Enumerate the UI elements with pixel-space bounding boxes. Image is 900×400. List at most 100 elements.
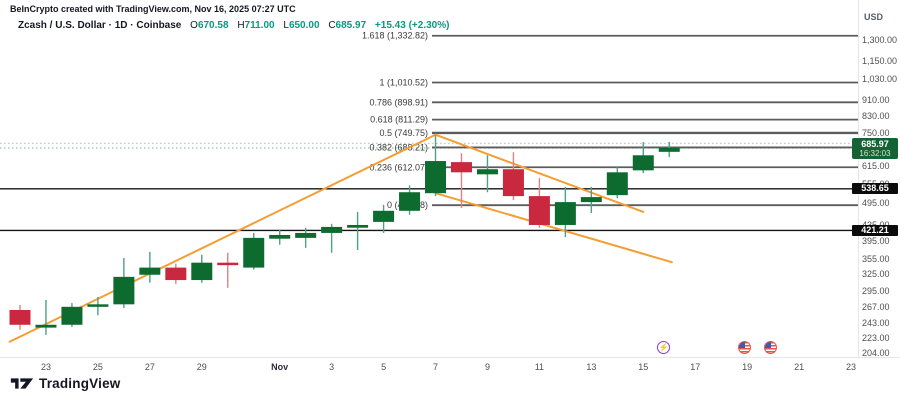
price-tick-label: 1,030.00 <box>862 74 898 85</box>
candle-nov-12[interactable] <box>554 186 576 238</box>
price-tick-label: 1,300.00 <box>862 34 898 45</box>
low-value: 650.00 <box>288 20 320 31</box>
time-tick-label: 27 <box>144 362 155 372</box>
price-tick-label: 750.00 <box>862 127 890 138</box>
candle-nov-7[interactable] <box>425 135 447 197</box>
level-price-badge: 421.21 <box>852 224 898 236</box>
time-tick-label: 25 <box>92 362 103 372</box>
candle-nov-4[interactable] <box>347 211 369 251</box>
price-tick-label: 223.00 <box>862 332 890 343</box>
tradingview-logo[interactable]: TradingView <box>10 376 120 391</box>
candle-body <box>113 276 135 305</box>
price-tick-label: 295.00 <box>862 285 890 296</box>
candle-oct-22[interactable] <box>9 304 31 330</box>
candle-body <box>87 304 109 307</box>
symbol-legend[interactable]: Zcash / U.S. Dollar · 1D · Coinbase O670… <box>18 20 449 31</box>
candle-body <box>373 210 395 222</box>
fib-label: 0.5 (749.75) <box>379 128 428 138</box>
time-tick-label: 5 <box>381 362 387 372</box>
candle-body <box>347 224 369 228</box>
price-tick-label: 325.00 <box>862 269 890 280</box>
trendline-descending-resistance-upper[interactable] <box>434 133 645 213</box>
candle-oct-29[interactable] <box>191 254 213 283</box>
fib-label: 0.236 (612.07) <box>369 162 428 172</box>
candle-nov-9[interactable] <box>476 155 498 193</box>
tradingview-logo-icon <box>10 378 34 389</box>
fib-label: 0.618 (811.29) <box>370 115 428 125</box>
candle-body <box>450 162 472 173</box>
candle-nov-13[interactable] <box>580 186 602 213</box>
time-tick-label: 23 <box>40 362 51 372</box>
candle-nov-3[interactable] <box>321 223 343 253</box>
time-tick-label: Nov <box>271 362 289 372</box>
us-economic-event-icon[interactable] <box>763 341 777 354</box>
time-tick-label: 7 <box>433 362 439 372</box>
open-label: O <box>190 20 198 31</box>
candle-body <box>9 310 31 325</box>
candle-nov-8[interactable] <box>450 153 472 208</box>
close-label: C <box>328 20 336 31</box>
close-value: 685.97 <box>335 20 367 31</box>
candle-body <box>321 226 343 233</box>
price-tick-label: 495.00 <box>862 198 890 209</box>
candle-oct-28[interactable] <box>165 263 187 284</box>
candle-nov-2[interactable] <box>295 227 317 248</box>
candle-oct-24[interactable] <box>61 303 83 327</box>
trendline-descending-resistance-lower[interactable] <box>434 192 673 264</box>
time-tick-label: 23 <box>846 362 857 372</box>
price-tick-label: 910.00 <box>862 95 890 106</box>
credit-line: BeInCrypto created with TradingView.com,… <box>10 4 296 14</box>
time-tick-label: 21 <box>794 362 805 372</box>
candle-body <box>476 169 498 175</box>
candle-body <box>295 232 317 238</box>
candle-nov-15[interactable] <box>632 142 654 174</box>
candle-oct-30[interactable] <box>217 252 239 288</box>
candle-body <box>554 202 576 225</box>
price-tick-label: 1,150.00 <box>862 55 898 66</box>
price-tick-label: 243.00 <box>862 318 890 329</box>
candle-nov-11[interactable] <box>528 178 550 228</box>
symbol-title[interactable]: Zcash / U.S. Dollar · 1D · Coinbase <box>18 20 182 31</box>
candle-body <box>165 267 187 281</box>
time-axis-border <box>0 357 900 358</box>
low-label: L <box>283 20 289 31</box>
candle-oct-31[interactable] <box>243 232 265 270</box>
candle-oct-27[interactable] <box>139 251 161 283</box>
candle-body <box>606 172 628 196</box>
candle-body <box>61 306 83 325</box>
time-tick-label: 9 <box>484 362 490 372</box>
time-tick-label: 29 <box>196 362 207 372</box>
open-value: 670.58 <box>197 20 229 31</box>
crypto-fork-event-icon[interactable]: ⚡ <box>657 341 671 354</box>
candle-nov-16[interactable] <box>658 141 680 158</box>
candle-body <box>425 161 447 194</box>
candle-body <box>243 237 265 268</box>
time-tick-label: 13 <box>586 362 597 372</box>
candle-nov-14[interactable] <box>606 167 628 199</box>
candle-nov-5[interactable] <box>373 204 395 233</box>
candle-body <box>528 196 550 225</box>
candle-nov-6[interactable] <box>399 185 421 215</box>
time-tick-label: 11 <box>534 362 545 372</box>
candle-nov-10[interactable] <box>502 152 524 201</box>
us-economic-event-icon[interactable] <box>737 341 751 354</box>
candle-oct-26[interactable] <box>113 257 135 309</box>
fib-label: 1 (1,010.52) <box>379 78 428 88</box>
price-tick-label: 615.00 <box>862 161 890 172</box>
fib-label: 0.382 (688.21) <box>369 142 428 152</box>
candle-nov-1[interactable] <box>269 229 291 245</box>
time-tick-label: 17 <box>690 362 701 372</box>
candle-body <box>399 192 421 211</box>
candle-oct-25[interactable] <box>87 297 109 316</box>
time-tick-label: 15 <box>638 362 649 372</box>
candle-body <box>217 262 239 266</box>
price-tick-label: 204.00 <box>862 347 890 358</box>
last-price-badge: 685.97 16:32:03 <box>852 137 898 159</box>
candle-oct-23[interactable] <box>35 300 57 335</box>
price-tick-label: 267.00 <box>862 302 890 313</box>
candle-body <box>269 234 291 239</box>
candle-body <box>35 324 57 328</box>
